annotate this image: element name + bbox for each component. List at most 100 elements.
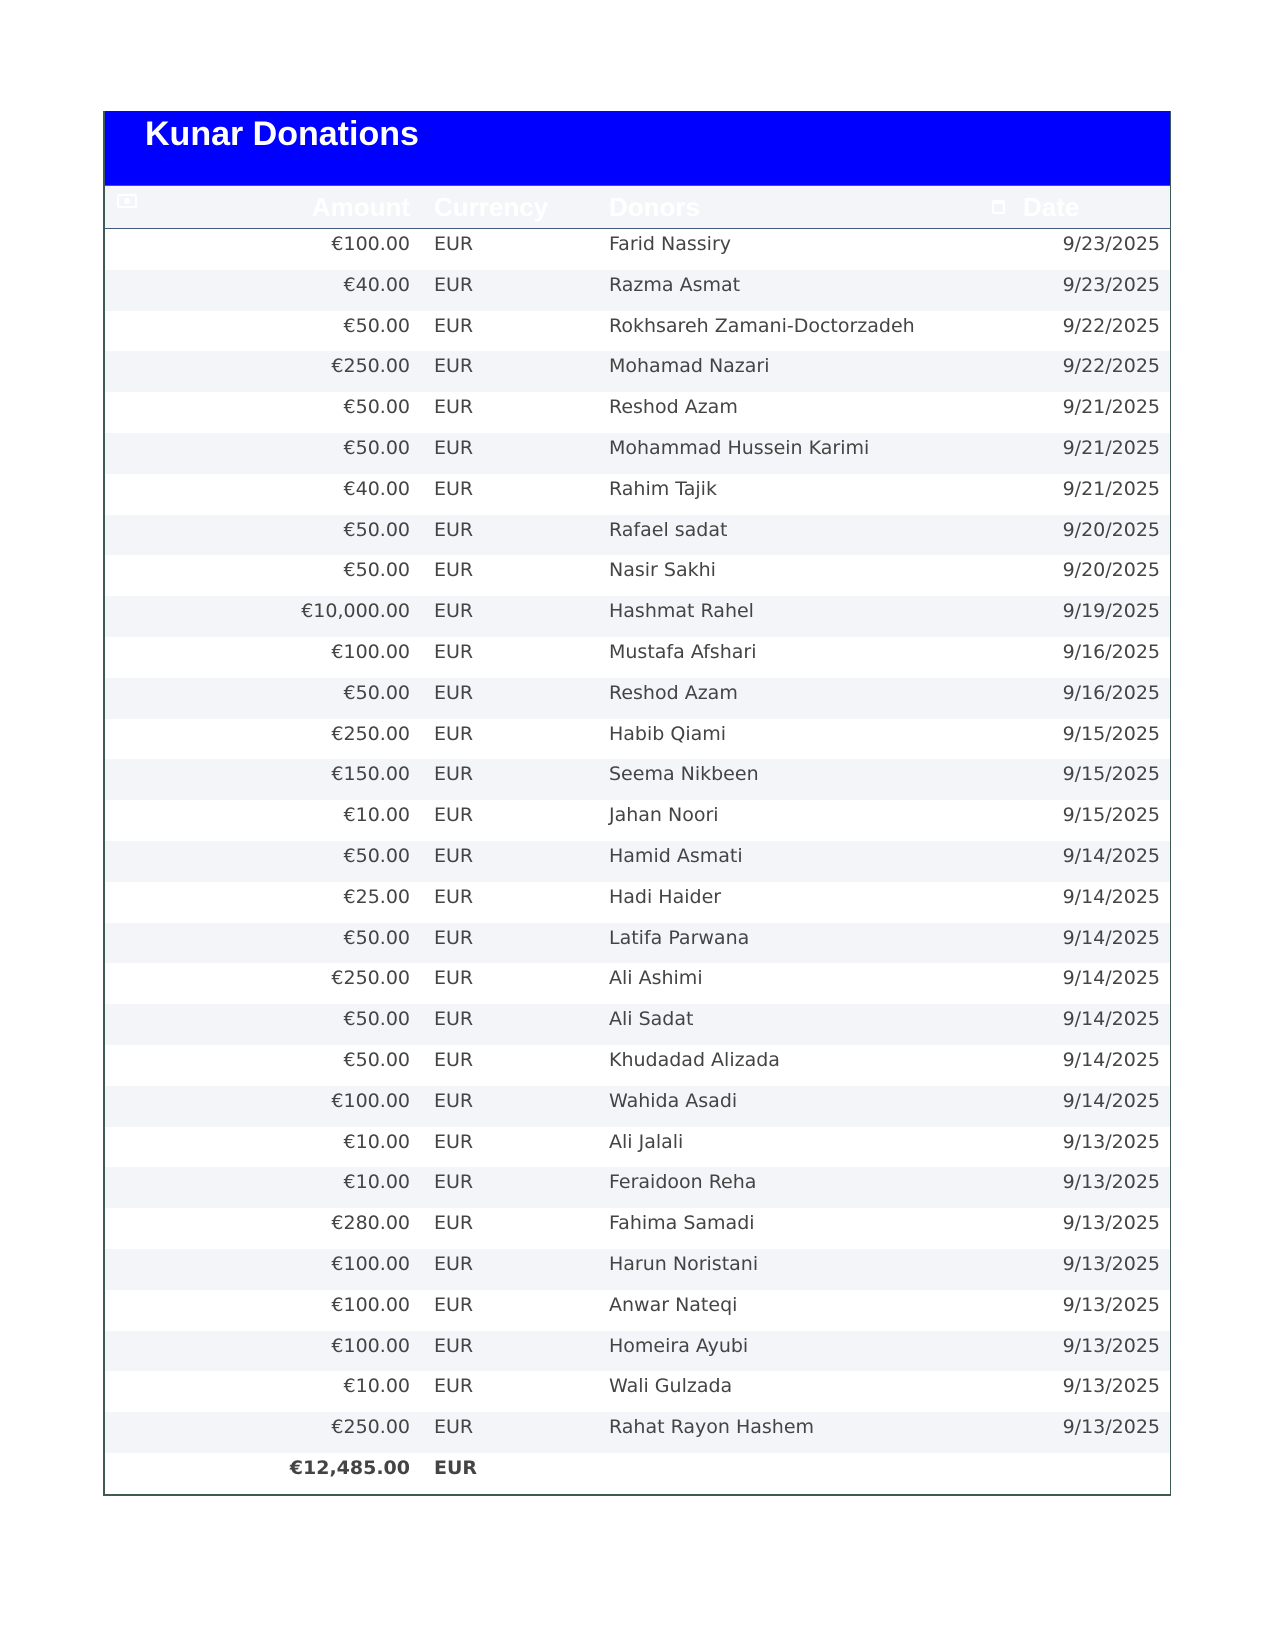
amount-cell: €10.00 [343, 1375, 410, 1398]
header-amount-label: Amount [311, 191, 410, 222]
donor-cell: Homeira Ayubi [609, 1334, 749, 1357]
table-row: €50.00 EUR Rokhsareh Zamani-Doctorzadeh 9/2… [105, 311, 1170, 352]
date-cell: 9/21/2025 [1062, 396, 1160, 419]
date-cell: 9/20/2025 [1062, 518, 1160, 541]
date-cell: 9/15/2025 [1062, 763, 1160, 786]
amount-cell: €250.00 [331, 967, 410, 990]
total-date-empty [980, 1453, 1170, 1457]
currency-cell: EUR [434, 804, 474, 827]
donor-cell: Khudadad Alizada [609, 1048, 780, 1071]
amount-cell: €40.00 [343, 477, 410, 500]
donations-table: Kunar Donations Amount Currency Donors D… [103, 111, 1171, 1496]
currency-cell: EUR [434, 1334, 474, 1357]
currency-cell: EUR [434, 967, 474, 990]
table-row: €250.00 EUR Mohamad Nazari 9/22/2025 [105, 351, 1170, 393]
date-cell: 9/16/2025 [1062, 640, 1160, 663]
donor-cell: Wahida Asadi [609, 1089, 738, 1112]
header-donors[interactable]: Donors [609, 191, 700, 222]
donor-cell: Hadi Haider [609, 885, 722, 908]
table-row: €50.00 EUR Reshod Azam 9/16/2025 [105, 677, 1170, 719]
table-row: €25.00 EUR Hadi Haider 9/14/2025 [105, 882, 1170, 923]
donor-cell: Reshod Azam [609, 396, 738, 419]
amount-cell: €100.00 [331, 640, 410, 663]
table-row: €250.00 EUR Rahat Rayon Hashem 9/13/2025 [105, 1412, 1170, 1453]
donor-cell: Seema Nikbeen [609, 763, 759, 786]
amount-cell: €10.00 [343, 1171, 410, 1194]
table-row: €250.00 EUR Habib Qiami 9/15/2025 [105, 719, 1170, 760]
amount-cell: €50.00 [343, 926, 410, 949]
date-cell: 9/22/2025 [1062, 314, 1160, 337]
date-cell: 9/14/2025 [1062, 1008, 1160, 1031]
table-row: €10.00 EUR Wali Gulzada 9/13/2025 [105, 1371, 1170, 1412]
amount-cell: €40.00 [343, 273, 410, 296]
amount-cell: €50.00 [343, 1008, 410, 1031]
table-row: €50.00 EUR Mohammad Hussein Karimi 9/21/202… [105, 432, 1170, 474]
amount-cell: €50.00 [343, 518, 410, 541]
donor-cell: Rahim Tajik [609, 477, 717, 500]
date-cell: 9/15/2025 [1062, 804, 1160, 827]
donor-cell: Nasir Sakhi [609, 559, 716, 582]
currency-cell: EUR [434, 1416, 474, 1439]
amount-cell: €250.00 [331, 355, 410, 378]
amount-cell: €50.00 [343, 844, 410, 867]
table-row: €50.00 EUR Khudadad Alizada 9/14/2025 [105, 1045, 1170, 1086]
amount-cell: €50.00 [343, 436, 410, 459]
donor-cell: Harun Noristani [609, 1252, 759, 1275]
donor-cell: Ali Ashimi [609, 967, 703, 990]
amount-cell: €25.00 [343, 885, 410, 908]
header-date-label: Date [1023, 191, 1080, 222]
amount-cell: €150.00 [331, 763, 410, 786]
currency-cell: EUR [434, 681, 474, 704]
header-date[interactable]: Date [980, 192, 1170, 223]
currency-cell: EUR [434, 722, 474, 745]
currency-cell: EUR [434, 1293, 474, 1316]
donor-cell: Farid Nassiry [609, 233, 732, 255]
table-row: €10.00 EUR Ali Jalali 9/13/2025 [105, 1127, 1170, 1168]
donor-cell: Hamid Asmati [609, 844, 743, 867]
currency-cell: EUR [434, 926, 474, 949]
amount-cell: €50.00 [343, 681, 410, 704]
amount-cell: €100.00 [331, 1252, 410, 1275]
currency-cell: EUR [434, 396, 474, 419]
date-cell: 9/15/2025 [1062, 722, 1160, 745]
donor-cell: Mustafa Afshari [609, 640, 757, 663]
date-cell: 9/13/2025 [1062, 1375, 1160, 1398]
currency-cell: EUR [434, 1130, 474, 1153]
amount-cell: €250.00 [331, 1416, 410, 1439]
donor-cell: Ali Jalali [609, 1130, 684, 1153]
currency-cell: EUR [434, 233, 474, 255]
table-row: €40.00 EUR Rahim Tajik 9/21/2025 [105, 474, 1170, 515]
currency-cell: EUR [434, 436, 474, 459]
currency-cell: EUR [434, 355, 474, 378]
currency-cell: EUR [434, 1375, 474, 1398]
amount-cell: €50.00 [343, 396, 410, 419]
date-cell: 9/14/2025 [1062, 967, 1160, 990]
donor-cell: Mohamad Nazari [609, 355, 770, 378]
currency-cell: EUR [434, 1048, 474, 1071]
total-amount: €12,485.00 [289, 1456, 410, 1479]
table-row: €100.00 EUR Homeira Ayubi 9/13/2025 [105, 1330, 1170, 1372]
date-cell: 9/13/2025 [1062, 1171, 1160, 1194]
date-cell: 9/21/2025 [1062, 436, 1160, 459]
currency-cell: EUR [434, 885, 474, 908]
currency-cell: EUR [434, 1171, 474, 1194]
money-icon [117, 193, 137, 208]
table-row: €50.00 EUR Ali Sadat 9/14/2025 [105, 1004, 1170, 1045]
donor-cell: Mohammad Hussein Karimi [609, 436, 870, 459]
currency-cell: EUR [434, 1089, 474, 1112]
table-row: €10,000.00 EUR Hashmat Rahel 9/19/2025 [105, 596, 1170, 637]
currency-cell: EUR [434, 600, 474, 623]
table-body: €100.00 EUR Farid Nassiry 9/23/2025 €40.00 EU… [105, 229, 1170, 1494]
donor-cell: Jahan Noori [609, 804, 719, 827]
date-cell: 9/13/2025 [1062, 1212, 1160, 1235]
amount-cell: €50.00 [343, 314, 410, 337]
table-title: Kunar Donations [145, 115, 419, 153]
date-cell: 9/13/2025 [1062, 1130, 1160, 1153]
currency-cell: EUR [434, 844, 474, 867]
date-cell: 9/16/2025 [1062, 681, 1160, 704]
header-amount[interactable]: Amount [105, 192, 422, 223]
date-cell: 9/13/2025 [1062, 1416, 1160, 1439]
total-currency: EUR [434, 1456, 478, 1479]
header-currency[interactable]: Currency [434, 191, 549, 222]
table-row: €10.00 EUR Feraidoon Reha 9/13/2025 [105, 1167, 1170, 1209]
